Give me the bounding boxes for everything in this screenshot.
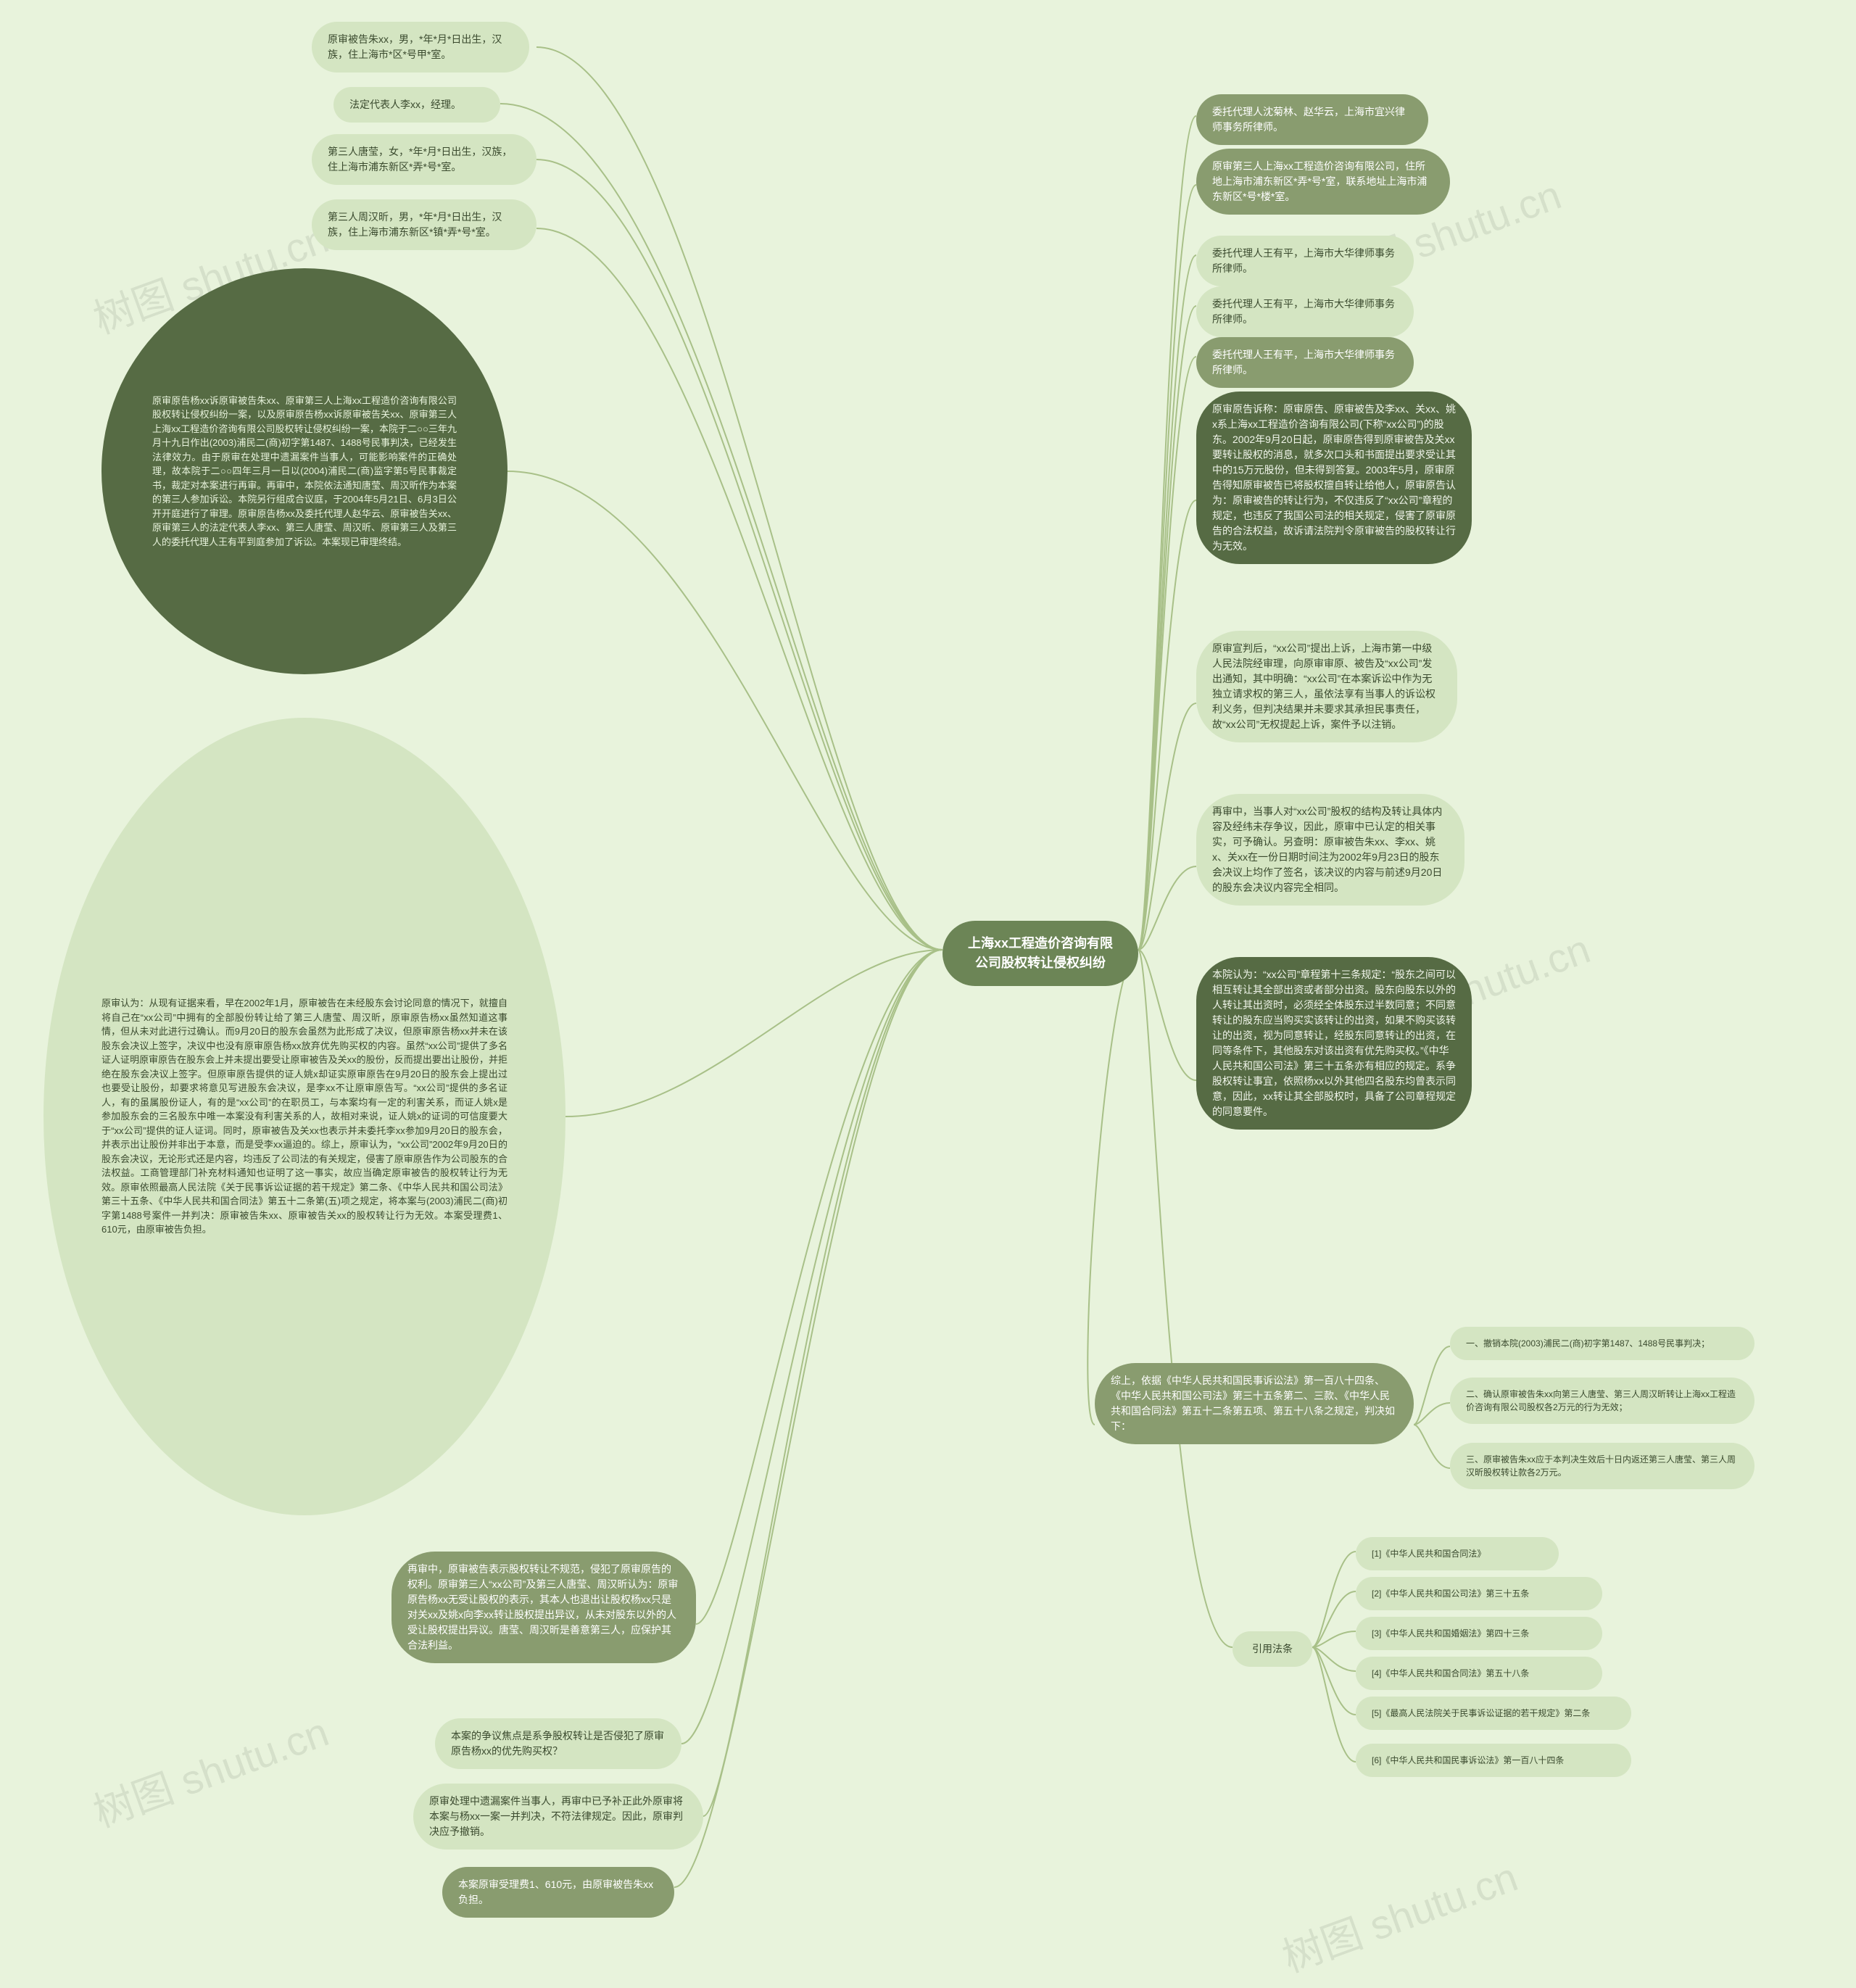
node-label: 再审中，当事人对“xx公司”股权的结构及转让具体内容及经纬未存争议，因此，原审中… (1212, 804, 1449, 895)
citation-item[interactable]: [3]《中华人民共和国婚姻法》第四十三条 (1356, 1617, 1602, 1650)
node-plaintiff-claim[interactable]: 原审原告诉称：原审原告、原审被告及李xx、关xx、姚x系上海xx工程造价咨询有限… (1196, 392, 1472, 564)
node-defendant-zhu[interactable]: 原审被告朱xx，男，*年*月*日出生，汉族，住上海市*区*号甲*室。 (312, 22, 529, 73)
node-trial-missing-party[interactable]: 原审处理中遗漏案件当事人，再审中已予补正此外原审将本案与杨xx一案一并判决，不符… (413, 1784, 703, 1850)
node-label: [5]《最高人民法院关于民事诉讼证据的若干规定》第二条 (1372, 1707, 1615, 1720)
node-label: 委托代理人王有平，上海市大华律师事务所律师。 (1212, 347, 1398, 378)
node-label: 二、确认原审被告朱xx向第三人唐莹、第三人周汉昕转让上海xx工程造价咨询有限公司… (1466, 1388, 1739, 1414)
node-legal-rep[interactable]: 法定代表人李xx，经理。 (334, 87, 500, 123)
node-third-company[interactable]: 原审第三人上海xx工程造价咨询有限公司，住所地上海市浦东新区*弄*号*室，联系地… (1196, 149, 1450, 215)
node-first-instance-opinion[interactable]: 原审认为：从现有证据来看，早在2002年1月，原审被告在未经股东会讨论同意的情况… (44, 718, 566, 1515)
node-label: 委托代理人王有平，上海市大华律师事务所律师。 (1212, 297, 1398, 327)
node-label: [2]《中华人民共和国公司法》第三十五条 (1372, 1587, 1586, 1600)
node-label: [4]《中华人民共和国合同法》第五十八条 (1372, 1667, 1586, 1680)
node-label: 原审被告朱xx，男，*年*月*日出生，汉族，住上海市*区*号甲*室。 (328, 32, 513, 62)
center-node-label: 上海xx工程造价咨询有限 公司股权转让侵权纠纷 (964, 934, 1116, 973)
node-label: 引用法条 (1248, 1641, 1296, 1657)
node-label: 一、撤销本院(2003)浦民二(商)初字第1487、1488号民事判决； (1466, 1337, 1739, 1350)
node-label: 原审处理中遗漏案件当事人，再审中已予补正此外原审将本案与杨xx一案一并判决，不符… (429, 1794, 687, 1839)
node-retrial-facts[interactable]: 再审中，当事人对“xx公司”股权的结构及转让具体内容及经纬未存争议，因此，原审中… (1196, 794, 1464, 906)
node-label: 委托代理人王有平，上海市大华律师事务所律师。 (1212, 246, 1398, 276)
node-third-tang[interactable]: 第三人唐莹，女，*年*月*日出生，汉族，住上海市浦东新区*弄*号*室。 (312, 134, 536, 185)
node-label: 综上，依据《中华人民共和国民事诉讼法》第一百八十四条、《中华人民共和国公司法》第… (1111, 1373, 1398, 1434)
citation-item[interactable]: [2]《中华人民共和国公司法》第三十五条 (1356, 1577, 1602, 1610)
node-label: 原审原告诉称：原审原告、原审被告及李xx、关xx、姚x系上海xx工程造价咨询有限… (1212, 402, 1456, 554)
node-label: [3]《中华人民共和国婚姻法》第四十三条 (1372, 1627, 1586, 1640)
node-appeal[interactable]: 原审宣判后，“xx公司”提出上诉，上海市第一中级人民法院经审理，向原审审原、被告… (1196, 631, 1457, 742)
node-citations-header[interactable]: 引用法条 (1232, 1631, 1312, 1667)
node-agent-wang3[interactable]: 委托代理人王有平，上海市大华律师事务所律师。 (1196, 337, 1414, 388)
verdict-item-3[interactable]: 三、原审被告朱xx应于本判决生效后十日内返还第三人唐莹、第三人周汉昕股权转让款各… (1450, 1443, 1754, 1489)
node-agent-wang1[interactable]: 委托代理人王有平，上海市大华律师事务所律师。 (1196, 236, 1414, 286)
node-label: 委托代理人沈菊林、赵华云，上海市宜兴律师事务所律师。 (1212, 104, 1412, 135)
node-agent-wang2[interactable]: 委托代理人王有平，上海市大华律师事务所律师。 (1196, 286, 1414, 337)
node-label: 第三人周汉昕，男，*年*月*日出生，汉族，住上海市浦东新区*镇*弄*号*室。 (328, 210, 521, 240)
node-label: 原审认为：从现有证据来看，早在2002年1月，原审被告在未经股东会讨论同意的情况… (102, 996, 508, 1237)
verdict-item-1[interactable]: 一、撤销本院(2003)浦民二(商)初字第1487、1488号民事判决； (1450, 1327, 1754, 1360)
citation-item[interactable]: [1]《中华人民共和国合同法》 (1356, 1537, 1559, 1570)
node-label: 本案原审受理费1、610元，由原审被告朱xx负担。 (458, 1877, 658, 1908)
node-label: 本院认为：“xx公司”章程第十三条规定：“股东之间可以相互转让其全部出资或者部分… (1212, 967, 1456, 1119)
watermark: 树图 shutu.cn (1273, 1844, 1525, 1984)
watermark: 树图 shutu.cn (84, 1699, 336, 1839)
node-label: 第三人唐莹，女，*年*月*日出生，汉族，住上海市浦东新区*弄*号*室。 (328, 144, 521, 175)
citation-item[interactable]: [5]《最高人民法院关于民事诉讼证据的若干规定》第二条 (1356, 1697, 1631, 1730)
node-label: [1]《中华人民共和国合同法》 (1372, 1547, 1543, 1560)
citation-item[interactable]: [6]《中华人民共和国民事诉讼法》第一百八十四条 (1356, 1744, 1631, 1777)
node-retrial-defendant[interactable]: 再审中，原审被告表示股权转让不规范，侵犯了原审原告的权利。原审第三人“xx公司”… (392, 1552, 696, 1663)
node-label: [6]《中华人民共和国民事诉讼法》第一百八十四条 (1372, 1754, 1615, 1767)
node-label: 再审中，原审被告表示股权转让不规范，侵犯了原审原告的权利。原审第三人“xx公司”… (407, 1562, 680, 1653)
node-court-fee[interactable]: 本案原审受理费1、610元，由原审被告朱xx负担。 (442, 1867, 674, 1918)
node-label: 法定代表人李xx，经理。 (349, 97, 484, 112)
node-agent-shen[interactable]: 委托代理人沈菊林、赵华云，上海市宜兴律师事务所律师。 (1196, 94, 1428, 145)
node-court-opinion[interactable]: 本院认为：“xx公司”章程第十三条规定：“股东之间可以相互转让其全部出资或者部分… (1196, 957, 1472, 1130)
citation-item[interactable]: [4]《中华人民共和国合同法》第五十八条 (1356, 1657, 1602, 1690)
node-label: 原审第三人上海xx工程造价咨询有限公司，住所地上海市浦东新区*弄*号*室，联系地… (1212, 159, 1434, 204)
mindmap-canvas: 树图 shutu.cn 树图 shutu.cn 树图 shutu.cn 树图 s… (0, 0, 1856, 1988)
node-trial-summary[interactable]: 原审原告杨xx诉原审被告朱xx、原审第三人上海xx工程造价咨询有限公司股权转让侵… (102, 268, 508, 674)
center-node[interactable]: 上海xx工程造价咨询有限 公司股权转让侵权纠纷 (942, 921, 1138, 986)
node-label: 原审原告杨xx诉原审被告朱xx、原审第三人上海xx工程造价咨询有限公司股权转让侵… (152, 394, 457, 550)
node-conclusion[interactable]: 综上，依据《中华人民共和国民事诉讼法》第一百八十四条、《中华人民共和国公司法》第… (1095, 1363, 1414, 1444)
node-label: 本案的争议焦点是系争股权转让是否侵犯了原审原告杨xx的优先购买权？ (451, 1728, 666, 1759)
node-label: 原审宣判后，“xx公司”提出上诉，上海市第一中级人民法院经审理，向原审审原、被告… (1212, 641, 1441, 732)
node-third-zhou[interactable]: 第三人周汉昕，男，*年*月*日出生，汉族，住上海市浦东新区*镇*弄*号*室。 (312, 199, 536, 250)
node-dispute-focus[interactable]: 本案的争议焦点是系争股权转让是否侵犯了原审原告杨xx的优先购买权？ (435, 1718, 682, 1769)
node-label: 三、原审被告朱xx应于本判决生效后十日内返还第三人唐莹、第三人周汉昕股权转让款各… (1466, 1453, 1739, 1479)
verdict-item-2[interactable]: 二、确认原审被告朱xx向第三人唐莹、第三人周汉昕转让上海xx工程造价咨询有限公司… (1450, 1378, 1754, 1424)
